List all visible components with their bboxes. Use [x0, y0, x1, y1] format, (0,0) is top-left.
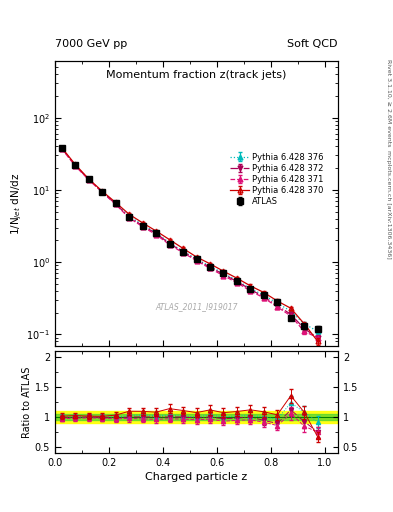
Y-axis label: 1/N$_{jet}$ dN/dz: 1/N$_{jet}$ dN/dz [9, 173, 24, 234]
Text: 7000 GeV pp: 7000 GeV pp [55, 38, 127, 49]
Text: ATLAS_2011_I919017: ATLAS_2011_I919017 [155, 303, 238, 311]
Text: Rivet 3.1.10, ≥ 2.6M events: Rivet 3.1.10, ≥ 2.6M events [386, 59, 391, 146]
Text: Momentum fraction z(track jets): Momentum fraction z(track jets) [107, 70, 286, 80]
Y-axis label: Ratio to ATLAS: Ratio to ATLAS [22, 366, 32, 438]
Text: Soft QCD: Soft QCD [288, 38, 338, 49]
X-axis label: Charged particle z: Charged particle z [145, 472, 248, 482]
Text: mcplots.cern.ch [arXiv:1306.3436]: mcplots.cern.ch [arXiv:1306.3436] [386, 151, 391, 259]
Legend: Pythia 6.428 376, Pythia 6.428 372, Pythia 6.428 371, Pythia 6.428 370, ATLAS: Pythia 6.428 376, Pythia 6.428 372, Pyth… [229, 151, 325, 207]
